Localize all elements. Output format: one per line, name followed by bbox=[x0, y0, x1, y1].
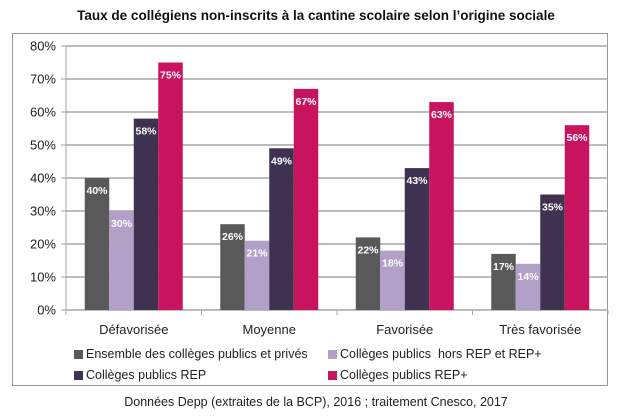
y-tick-label: 10% bbox=[30, 270, 56, 285]
legend-label-1: Collèges publics hors REP et REP+ bbox=[340, 347, 542, 361]
bar bbox=[133, 118, 159, 310]
chart-plot: 0% 10% 20% 30% 40% 50% 60% 70% 80% 40% 30% 58% 75% Dé… bbox=[30, 39, 609, 337]
y-tick-label: 50% bbox=[30, 138, 56, 153]
bar bbox=[109, 211, 134, 310]
data-label: 18% bbox=[382, 258, 404, 270]
bar bbox=[380, 250, 405, 310]
data-label: 75% bbox=[160, 70, 182, 82]
bar bbox=[540, 194, 565, 310]
bar bbox=[429, 102, 454, 310]
legend-item-3: Collèges publics REP+ bbox=[328, 368, 468, 382]
data-label: 22% bbox=[357, 244, 379, 256]
y-tick-label: 20% bbox=[30, 237, 56, 252]
legend-label-2: Collèges publics REP bbox=[86, 368, 207, 382]
data-label: 49% bbox=[271, 155, 293, 167]
x-tick-label: Moyenne bbox=[243, 322, 296, 337]
x-tick-label: Très favorisée bbox=[499, 322, 581, 337]
legend-label-3: Collèges publics REP+ bbox=[340, 368, 468, 382]
source-note: Données Depp (extraites de la BCP), 2016… bbox=[124, 395, 508, 409]
legend-swatch-3 bbox=[328, 370, 337, 380]
bar bbox=[564, 125, 590, 310]
bar bbox=[84, 178, 110, 310]
bar bbox=[355, 237, 381, 310]
y-tick-label: 80% bbox=[30, 39, 56, 54]
data-label: 14% bbox=[517, 271, 539, 283]
data-label: 63% bbox=[431, 109, 453, 121]
bar bbox=[404, 168, 430, 310]
y-tick-label: 60% bbox=[30, 105, 56, 120]
legend-item-1: Collèges publics hors REP et REP+ bbox=[328, 347, 542, 361]
bar bbox=[244, 240, 270, 310]
data-label: 26% bbox=[222, 231, 244, 243]
data-label: 30% bbox=[111, 218, 133, 230]
data-label: 40% bbox=[86, 185, 108, 197]
chart-frame: 0% 10% 20% 30% 40% 50% 60% 70% 80% 40% 30% 58% 75% Dé… bbox=[12, 33, 609, 386]
legend-swatch-1 bbox=[328, 349, 337, 359]
data-label: 35% bbox=[542, 202, 564, 214]
bar bbox=[515, 263, 541, 310]
x-tick-label: Favorisée bbox=[376, 322, 433, 337]
bar bbox=[269, 148, 294, 310]
y-tick-label: 30% bbox=[30, 204, 56, 219]
y-tick-label: 70% bbox=[30, 72, 56, 87]
legend-label-0: Ensemble des collèges publics et privés bbox=[86, 347, 308, 361]
data-label: 21% bbox=[246, 248, 268, 260]
data-label: 67% bbox=[295, 96, 317, 108]
y-tick-label: 40% bbox=[30, 171, 56, 186]
legend-swatch-0 bbox=[74, 349, 83, 359]
chart-title: Taux de collégiens non-inscrits à la can… bbox=[77, 8, 555, 23]
x-tick-label: Défavorisée bbox=[99, 322, 168, 337]
data-label: 43% bbox=[406, 175, 428, 187]
bar bbox=[293, 88, 319, 311]
bar bbox=[158, 62, 183, 310]
y-tick-label: 0% bbox=[37, 303, 56, 318]
legend-item-2: Collèges publics REP bbox=[74, 368, 206, 382]
legend-swatch-2 bbox=[74, 370, 83, 380]
bar bbox=[491, 253, 516, 310]
legend-item-0: Ensemble des collèges publics et privés bbox=[74, 347, 308, 361]
data-label: 17% bbox=[493, 261, 515, 273]
data-label: 56% bbox=[566, 132, 588, 144]
bar bbox=[220, 224, 245, 310]
data-label: 58% bbox=[135, 126, 157, 138]
